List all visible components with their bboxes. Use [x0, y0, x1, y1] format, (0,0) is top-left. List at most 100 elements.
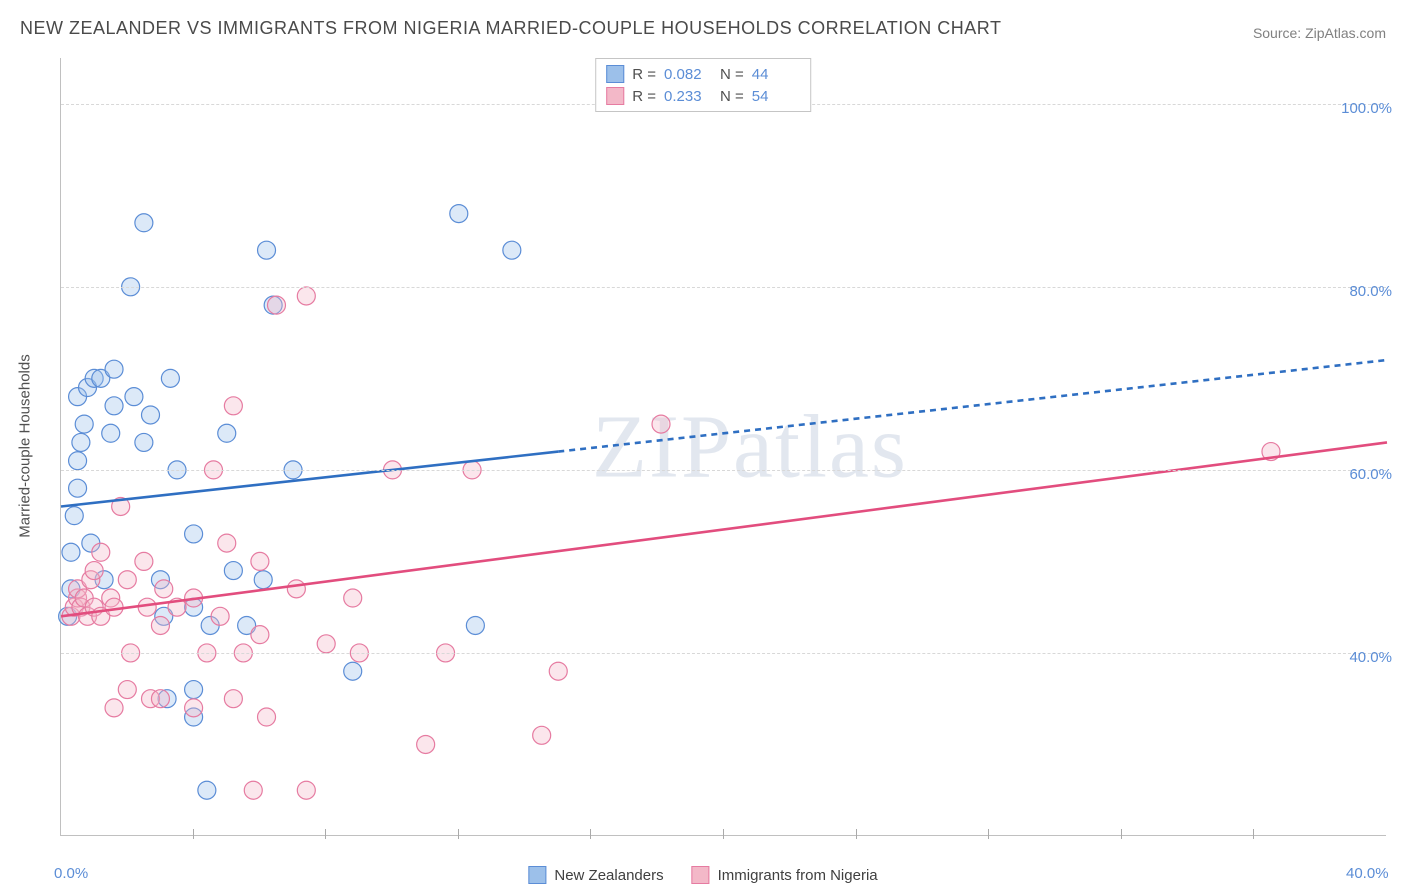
data-point [198, 781, 216, 799]
legend-swatch-icon [606, 87, 624, 105]
data-point [135, 552, 153, 570]
x-tick-label: 0.0% [54, 865, 88, 882]
stats-row: R = 0.233 N = 54 [606, 85, 800, 107]
data-point [161, 369, 179, 387]
x-minor-tick [988, 829, 989, 839]
grid-line [61, 653, 1386, 654]
n-label: N = [720, 88, 744, 105]
x-minor-tick [1253, 829, 1254, 839]
scatter-plot-svg [61, 58, 1386, 835]
data-point [211, 607, 229, 625]
data-point [224, 690, 242, 708]
data-point [135, 433, 153, 451]
trend-line-solid [61, 442, 1387, 616]
data-point [185, 681, 203, 699]
data-point [142, 406, 160, 424]
grid-line [61, 287, 1386, 288]
x-minor-tick [590, 829, 591, 839]
x-minor-tick [193, 829, 194, 839]
legend-item: Immigrants from Nigeria [692, 866, 878, 884]
data-point [549, 662, 567, 680]
data-point [72, 433, 90, 451]
legend-label: New Zealanders [554, 867, 663, 884]
x-minor-tick [1121, 829, 1122, 839]
data-point [105, 598, 123, 616]
trend-line-solid [61, 452, 558, 507]
data-point [287, 580, 305, 598]
data-point [185, 525, 203, 543]
data-point [258, 708, 276, 726]
data-point [138, 598, 156, 616]
stats-row: R = 0.082 N = 44 [606, 63, 800, 85]
legend-swatch-icon [528, 866, 546, 884]
x-minor-tick [458, 829, 459, 839]
x-minor-tick [723, 829, 724, 839]
y-tick-label: 80.0% [1349, 283, 1392, 300]
data-point [125, 388, 143, 406]
data-point [69, 479, 87, 497]
x-tick-label: 40.0% [1346, 865, 1389, 882]
y-axis-label: Married-couple Households [17, 354, 34, 537]
data-point [151, 690, 169, 708]
data-point [224, 397, 242, 415]
data-point [244, 781, 262, 799]
data-point [118, 681, 136, 699]
grid-line [61, 470, 1386, 471]
data-point [105, 397, 123, 415]
data-point [297, 287, 315, 305]
chart-plot-area: ZIPatlas [60, 58, 1386, 836]
data-point [466, 616, 484, 634]
data-point [297, 781, 315, 799]
chart-title: NEW ZEALANDER VS IMMIGRANTS FROM NIGERIA… [20, 18, 1001, 39]
series-legend: New Zealanders Immigrants from Nigeria [528, 866, 877, 884]
data-point [317, 635, 335, 653]
data-point [102, 424, 120, 442]
y-tick-label: 60.0% [1349, 466, 1392, 483]
data-point [251, 626, 269, 644]
source-label: Source: ZipAtlas.com [1253, 25, 1386, 41]
data-point [533, 726, 551, 744]
data-point [75, 415, 93, 433]
data-point [118, 571, 136, 589]
legend-item: New Zealanders [528, 866, 663, 884]
r-label: R = [632, 88, 656, 105]
data-point [254, 571, 272, 589]
data-point [258, 241, 276, 259]
n-value: 44 [752, 66, 800, 83]
data-point [344, 589, 362, 607]
data-point [218, 534, 236, 552]
r-value: 0.233 [664, 88, 712, 105]
data-point [62, 543, 80, 561]
y-tick-label: 100.0% [1341, 100, 1392, 117]
x-minor-tick [856, 829, 857, 839]
data-point [344, 662, 362, 680]
x-minor-tick [325, 829, 326, 839]
data-point [185, 699, 203, 717]
data-point [105, 699, 123, 717]
data-point [85, 562, 103, 580]
stats-legend: R = 0.082 N = 44 R = 0.233 N = 54 [595, 58, 811, 112]
data-point [105, 360, 123, 378]
legend-swatch-icon [606, 65, 624, 83]
data-point [224, 562, 242, 580]
data-point [218, 424, 236, 442]
data-point [135, 214, 153, 232]
data-point [151, 616, 169, 634]
data-point [65, 507, 83, 525]
y-tick-label: 40.0% [1349, 649, 1392, 666]
data-point [417, 735, 435, 753]
data-point [251, 552, 269, 570]
r-label: R = [632, 66, 656, 83]
data-point [450, 205, 468, 223]
data-point [69, 452, 87, 470]
data-point [652, 415, 670, 433]
data-point [155, 580, 173, 598]
legend-label: Immigrants from Nigeria [718, 867, 878, 884]
legend-swatch-icon [692, 866, 710, 884]
r-value: 0.082 [664, 66, 712, 83]
data-point [503, 241, 521, 259]
n-label: N = [720, 66, 744, 83]
trend-line-dashed [558, 360, 1387, 452]
n-value: 54 [752, 88, 800, 105]
data-point [92, 543, 110, 561]
